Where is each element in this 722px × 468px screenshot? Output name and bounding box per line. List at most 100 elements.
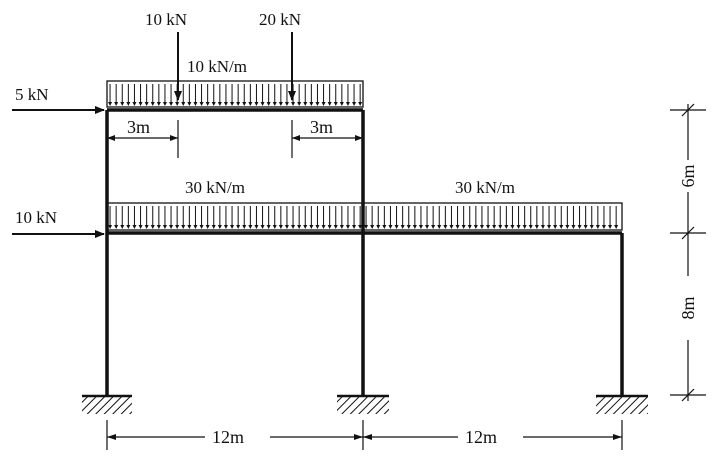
roof-load-arrow-head bbox=[260, 102, 265, 106]
floor-load-arrow-head bbox=[559, 225, 564, 229]
floor-load-arrow-head bbox=[406, 225, 411, 229]
roof-load-arrow-head bbox=[169, 102, 174, 106]
floor-load-arrow-head bbox=[126, 225, 131, 229]
roof-load-arrow-head bbox=[352, 102, 357, 106]
floor-load-arrow-head bbox=[583, 225, 588, 229]
roof-load-arrow-head bbox=[144, 102, 149, 106]
floor-load-arrow-head bbox=[150, 225, 155, 229]
floor-load-arrow-head bbox=[108, 225, 113, 229]
roof-load-arrow-head bbox=[358, 102, 363, 106]
floor-load-arrow-head bbox=[230, 225, 235, 229]
roof-load-arrow-head bbox=[211, 102, 216, 106]
roof-load-arrow-head bbox=[162, 102, 167, 106]
floor-load-arrow-head bbox=[156, 225, 161, 229]
floor-load-arrow-head bbox=[376, 225, 381, 229]
roof-load-arrow-head bbox=[187, 102, 192, 106]
roof-load-arrow-head bbox=[303, 102, 308, 106]
roof-load-arrow-head bbox=[120, 102, 125, 106]
floor-load-arrow-head bbox=[132, 225, 137, 229]
roof-load-arrow-head bbox=[254, 102, 259, 106]
floor-load-arrow-head bbox=[418, 225, 423, 229]
roof-offset-dimension-left bbox=[107, 120, 179, 158]
floor-load-arrow-head bbox=[595, 225, 600, 229]
roof-offset-right-label: 3m bbox=[310, 117, 333, 137]
roof-load-arrow-head bbox=[175, 102, 180, 106]
roof-load-arrow-head bbox=[181, 102, 186, 106]
floor-load-arrow-head bbox=[528, 225, 533, 229]
floor-load-arrow-head bbox=[589, 225, 594, 229]
floor-distributed-load-left bbox=[106, 202, 364, 231]
roof-distributed-load bbox=[106, 80, 364, 108]
roof-load-arrow-head bbox=[236, 102, 241, 106]
floor-load-arrow-head bbox=[303, 225, 308, 229]
bay-right-label: 12m bbox=[465, 427, 497, 447]
floor-load-arrow-head bbox=[388, 225, 393, 229]
floor-load-arrow-head bbox=[266, 225, 271, 229]
floor-load-arrow-head bbox=[382, 225, 387, 229]
roof-load-arrow-head bbox=[272, 102, 277, 106]
roof-load-arrow-head bbox=[132, 102, 137, 106]
floor-load-arrow-head bbox=[339, 225, 344, 229]
floor-load-arrow-head bbox=[571, 225, 576, 229]
floor-load-arrow-head bbox=[608, 225, 613, 229]
floor-load-arrow-head bbox=[425, 225, 430, 229]
roof-distributed-load-label: 10 kN/m bbox=[187, 57, 247, 76]
roof-load-arrow-head bbox=[150, 102, 155, 106]
lower-storey-height-label: 8m bbox=[678, 296, 698, 319]
floor-load-arrow-head bbox=[370, 225, 375, 229]
roof-load-arrow-head bbox=[248, 102, 253, 106]
floor-load-arrow-head bbox=[321, 225, 326, 229]
floor-load-arrow-head bbox=[486, 225, 491, 229]
floor-right-distributed-load-label: 30 kN/m bbox=[455, 178, 515, 197]
floor-load-arrow-head bbox=[437, 225, 442, 229]
bay-left-label: 12m bbox=[212, 427, 244, 447]
roof-load-arrow-head bbox=[114, 102, 119, 106]
roof-load-arrow-head bbox=[315, 102, 320, 106]
frame-members bbox=[105, 108, 624, 396]
point-load-10kn-label: 10 kN bbox=[145, 10, 187, 29]
floor-load-arrow-head bbox=[547, 225, 552, 229]
roof-load-arrow-head bbox=[193, 102, 198, 106]
floor-left-distributed-load-label: 30 kN/m bbox=[185, 178, 245, 197]
floor-load-arrow-head bbox=[400, 225, 405, 229]
floor-load-arrow-head bbox=[291, 225, 296, 229]
floor-load-arrow-head bbox=[138, 225, 143, 229]
horizontal-load-10kn-label: 10 kN bbox=[15, 208, 57, 227]
floor-load-arrow-head bbox=[492, 225, 497, 229]
roof-load-arrow-head bbox=[327, 102, 332, 106]
floor-load-arrow-head bbox=[516, 225, 521, 229]
roof-load-arrow-head bbox=[291, 102, 296, 106]
floor-load-arrow-head bbox=[242, 225, 247, 229]
floor-load-arrow-head bbox=[345, 225, 350, 229]
floor-load-arrow-head bbox=[565, 225, 570, 229]
floor-load-arrow-head bbox=[254, 225, 259, 229]
floor-load-arrow-head bbox=[455, 225, 460, 229]
roof-load-arrow-head bbox=[205, 102, 210, 106]
floor-load-arrow-head bbox=[479, 225, 484, 229]
floor-load-arrow-head bbox=[169, 225, 174, 229]
floor-distributed-load-right bbox=[362, 202, 623, 231]
floor-load-arrow-head bbox=[467, 225, 472, 229]
roof-load-arrow-head bbox=[126, 102, 131, 106]
bay-width-dimension bbox=[106, 420, 623, 450]
floor-load-arrow-head bbox=[248, 225, 253, 229]
floor-load-arrow-head bbox=[187, 225, 192, 229]
floor-load-arrow-head bbox=[327, 225, 332, 229]
floor-load-arrow-head bbox=[394, 225, 399, 229]
roof-load-arrow-head bbox=[242, 102, 247, 106]
point-load-20kn-label: 20 kN bbox=[259, 10, 301, 29]
floor-load-arrow-head bbox=[211, 225, 216, 229]
fixed-support-middle bbox=[337, 394, 389, 414]
floor-load-arrow-head bbox=[534, 225, 539, 229]
floor-load-arrow-head bbox=[284, 225, 289, 229]
roof-load-arrow-head bbox=[217, 102, 222, 106]
fixed-support-right bbox=[596, 394, 648, 414]
upper-storey-height-label: 6m bbox=[678, 164, 698, 187]
floor-load-arrow-head bbox=[217, 225, 222, 229]
floor-load-arrow-head bbox=[540, 225, 545, 229]
floor-load-arrow-head bbox=[473, 225, 478, 229]
roof-load-arrow-head bbox=[321, 102, 326, 106]
roof-offset-dimension-right bbox=[291, 120, 363, 158]
floor-load-arrow-head bbox=[162, 225, 167, 229]
floor-load-arrow-head bbox=[315, 225, 320, 229]
